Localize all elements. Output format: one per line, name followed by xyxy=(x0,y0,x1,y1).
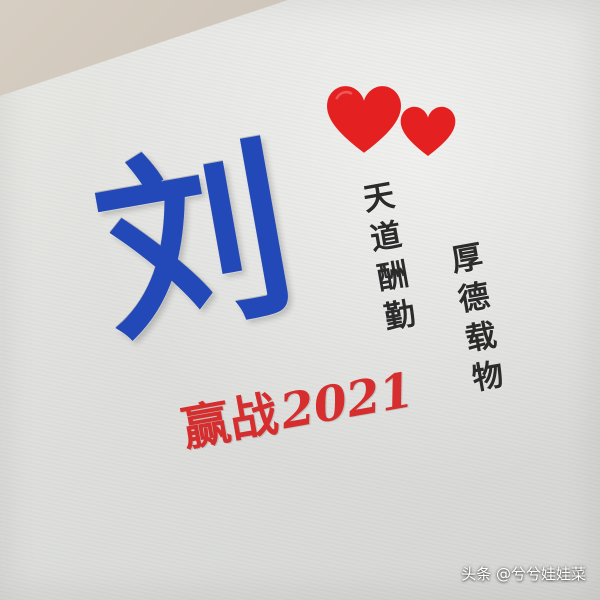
motto-char: 道 xyxy=(367,216,405,258)
motto-char: 物 xyxy=(469,356,507,398)
motto-char: 载 xyxy=(462,317,500,359)
motto-char: 勤 xyxy=(381,295,419,337)
hearts-group xyxy=(320,80,460,170)
watermark: 头条 @兮兮娃娃菜 xyxy=(461,565,586,583)
heart-icon xyxy=(320,80,408,158)
heart-icon xyxy=(396,102,460,160)
motto-char: 厚 xyxy=(448,238,486,280)
motto-char: 德 xyxy=(455,277,493,319)
motto-char: 酬 xyxy=(374,256,412,298)
surname-text: 刘 xyxy=(80,116,304,371)
motto-char: 天 xyxy=(360,177,398,219)
surname-character: 刘 xyxy=(81,116,331,370)
